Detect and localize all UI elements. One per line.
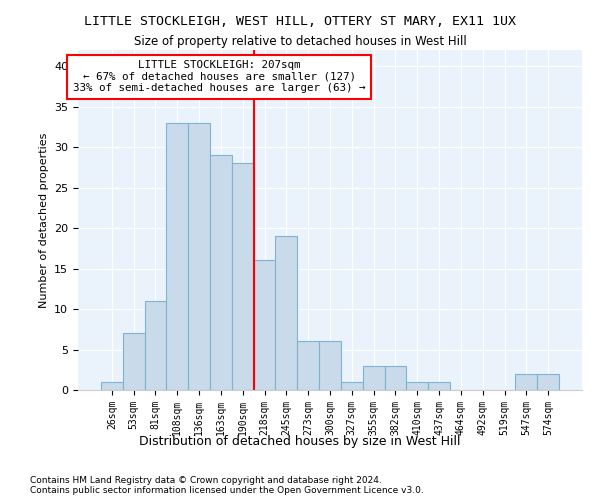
Bar xyxy=(406,382,428,390)
Bar xyxy=(188,123,210,390)
Bar xyxy=(428,382,450,390)
Bar xyxy=(232,164,254,390)
Bar xyxy=(537,374,559,390)
Bar xyxy=(297,342,319,390)
Bar xyxy=(123,334,145,390)
Text: LITTLE STOCKLEIGH: 207sqm
← 67% of detached houses are smaller (127)
33% of semi: LITTLE STOCKLEIGH: 207sqm ← 67% of detac… xyxy=(73,60,365,94)
Bar xyxy=(210,155,232,390)
Text: Contains HM Land Registry data © Crown copyright and database right 2024.
Contai: Contains HM Land Registry data © Crown c… xyxy=(30,476,424,495)
Bar xyxy=(145,301,166,390)
Bar xyxy=(515,374,537,390)
Bar xyxy=(101,382,123,390)
Y-axis label: Number of detached properties: Number of detached properties xyxy=(38,132,49,308)
Bar xyxy=(254,260,275,390)
Text: Size of property relative to detached houses in West Hill: Size of property relative to detached ho… xyxy=(134,35,466,48)
Bar xyxy=(275,236,297,390)
Text: Distribution of detached houses by size in West Hill: Distribution of detached houses by size … xyxy=(139,435,461,448)
Bar xyxy=(341,382,363,390)
Bar xyxy=(319,342,341,390)
Bar xyxy=(166,123,188,390)
Bar xyxy=(363,366,385,390)
Text: LITTLE STOCKLEIGH, WEST HILL, OTTERY ST MARY, EX11 1UX: LITTLE STOCKLEIGH, WEST HILL, OTTERY ST … xyxy=(84,15,516,28)
Bar xyxy=(385,366,406,390)
